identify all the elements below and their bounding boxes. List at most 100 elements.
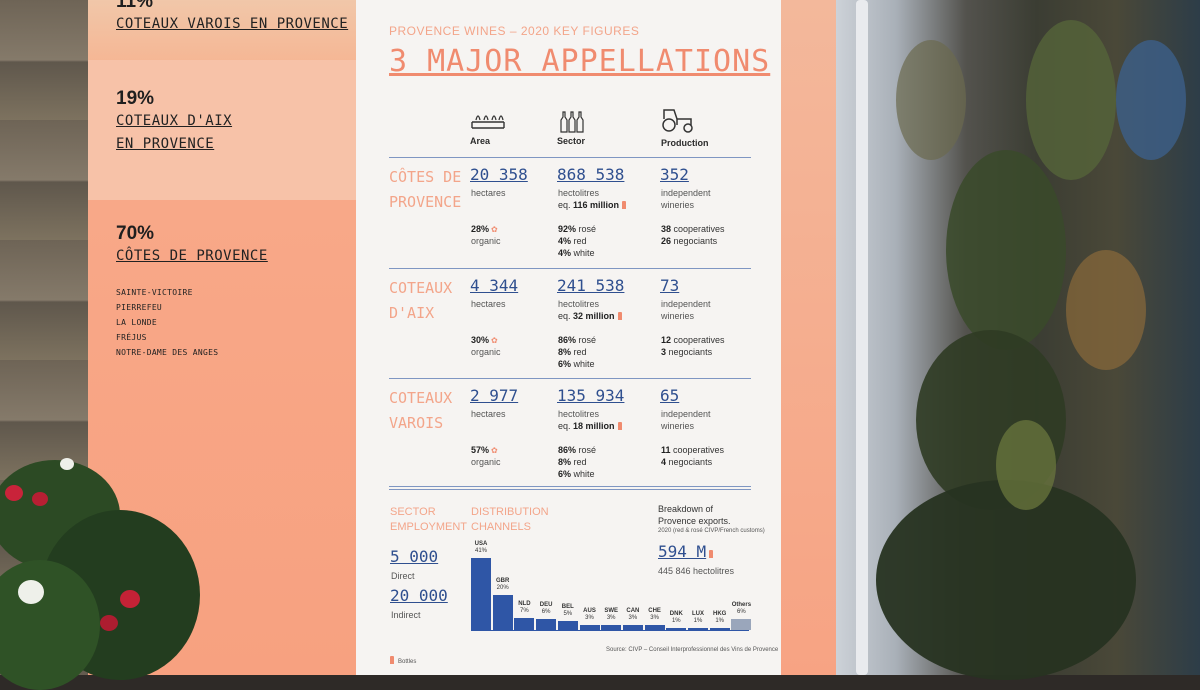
coops-value: 11 xyxy=(661,445,671,455)
appellation-name-line2: D'AIX xyxy=(389,304,435,322)
leaf-icon: ✿ xyxy=(491,446,498,455)
sector-unit: hectolitres xyxy=(558,188,600,198)
bar-category: SWE xyxy=(604,607,619,614)
coops-word: cooperatives xyxy=(673,224,725,234)
distribution-title-line1: DISTRIBUTION xyxy=(471,506,549,518)
employment-indirect-label: Indirect xyxy=(391,610,421,620)
organic-label: organic xyxy=(471,457,501,467)
red-word: red xyxy=(573,457,587,467)
area-unit: hectares xyxy=(471,409,506,419)
exports-caption-line1: Breakdown of xyxy=(658,504,714,514)
exports-value: 594 M xyxy=(658,542,714,562)
terroir-item: NOTRE-DAME DES ANGES xyxy=(116,348,219,357)
leaf-icon: ✿ xyxy=(491,336,498,345)
bottle-legend: Bottles xyxy=(390,650,416,668)
share-name-cotes: CÔTES DE PROVENCE xyxy=(116,248,268,264)
bottles-prefix: eq. xyxy=(558,421,571,431)
bar-value: 3% xyxy=(585,614,594,621)
share-name-varois: COTEAUX VAROIS EN PROVENCE xyxy=(116,16,349,32)
wineries-value: 352 xyxy=(660,165,689,184)
bar-label-swe: SWE 3% xyxy=(600,608,622,622)
bar-label-che: CHE 3% xyxy=(644,608,666,622)
bar-dnk xyxy=(666,628,687,630)
bar-label-can: CAN 3% xyxy=(622,608,644,622)
bar-usa xyxy=(471,558,491,630)
divider xyxy=(389,378,751,379)
rose-word: rosé xyxy=(578,335,597,345)
share-name-aix-line2: EN PROVENCE xyxy=(116,136,215,152)
sector-value: 135 934 xyxy=(557,386,625,405)
organic-percent: 30% xyxy=(471,335,490,345)
appellation-name-line1: COTEAUX xyxy=(389,389,453,407)
wineries-label-line1: independent xyxy=(661,188,711,198)
organic-percent: 57% xyxy=(471,445,490,455)
bar-category: HKG xyxy=(713,611,727,617)
appellation-name-line1: COTEAUX xyxy=(389,279,453,297)
organic-percent: 28% xyxy=(471,224,490,234)
red-share: 4% red xyxy=(558,235,587,247)
bottles-prefix: eq. xyxy=(558,311,571,321)
bar-value: 7% xyxy=(520,607,529,614)
negociants-word: negociants xyxy=(668,457,713,467)
bar-category: LUX xyxy=(692,611,704,617)
bar-label-deu: DEU 6% xyxy=(535,602,557,616)
bar-value: 6% xyxy=(737,609,746,616)
bar-category: Others xyxy=(731,602,752,609)
bottle-icon xyxy=(617,312,622,320)
negociants-value: 26 xyxy=(661,236,672,246)
bottle-icon xyxy=(617,422,622,430)
area-unit: hectares xyxy=(471,299,506,309)
bar-value: 3% xyxy=(628,614,638,621)
organic-share: 30% ✿ xyxy=(471,334,498,347)
sector-unit: hectolitres xyxy=(558,409,600,419)
divider xyxy=(389,268,751,269)
bar-label-gbr: GBR 20% xyxy=(492,578,514,592)
coops-count: 11 cooperatives xyxy=(661,444,724,456)
exports-caption-line2: Provence exports. xyxy=(658,516,731,526)
negociants-value: 3 xyxy=(661,347,667,357)
rose-word: rosé xyxy=(578,445,597,455)
share-percent-aix: 19% xyxy=(116,88,155,109)
red-percent: 8% xyxy=(558,457,572,467)
bottles-value: 32 million xyxy=(573,311,615,321)
rose-percent: 92% xyxy=(558,224,577,234)
bar-swe xyxy=(601,624,622,630)
terroir-item: FRÉJUS xyxy=(116,333,147,342)
sector-value: 241 538 xyxy=(557,276,625,295)
coops-value: 38 xyxy=(661,224,672,234)
bottles-equivalent: eq. 116 million xyxy=(558,199,627,211)
bar-category: GBR xyxy=(496,577,510,584)
exports-note: 2020 (red & rosé CIVP/French customs) xyxy=(658,528,765,534)
rose-share: 92% rosé xyxy=(558,223,596,235)
bar-label-dnk: DNK 1% xyxy=(665,611,687,625)
chart-baseline xyxy=(471,630,749,631)
area-value: 2 977 xyxy=(470,386,519,405)
appellation-name-line2: PROVENCE xyxy=(389,193,462,211)
employment-title-line1: SECTOR xyxy=(390,506,436,518)
bar-label-bel: BEL 5% xyxy=(557,604,579,618)
coops-value: 12 xyxy=(661,335,672,345)
organic-share: 28% ✿ xyxy=(471,223,498,236)
wineries-label-line1: independent xyxy=(661,299,711,309)
white-share: 6% white xyxy=(558,468,595,480)
organic-share: 57% ✿ xyxy=(471,444,498,457)
bottles-prefix: eq. xyxy=(558,200,571,210)
rose-percent: 86% xyxy=(558,335,577,345)
panel-band xyxy=(88,60,356,200)
bar-label-aus: AUS 3% xyxy=(579,608,601,622)
white-word: white xyxy=(573,469,595,479)
bar-label-others: Others 6% xyxy=(730,602,752,616)
bar-lux xyxy=(688,628,708,630)
area-value: 4 344 xyxy=(470,276,519,295)
bar-hkg xyxy=(709,628,730,630)
exports-hectolitres: 445 846 hectolitres xyxy=(658,566,735,576)
bottles-value: 116 million xyxy=(573,200,620,210)
bar-aus xyxy=(579,624,600,630)
white-word: white xyxy=(573,248,595,258)
sector-unit: hectolitres xyxy=(558,299,600,309)
terroir-list: SAINTE-VICTOIRE PIERREFEU LA LONDE FRÉJU… xyxy=(116,285,218,360)
terroir-item: LA LONDE xyxy=(116,318,157,327)
rose-share: 86% rosé xyxy=(558,334,596,346)
bar-value: 1% xyxy=(671,618,681,624)
bar-others xyxy=(731,619,752,630)
